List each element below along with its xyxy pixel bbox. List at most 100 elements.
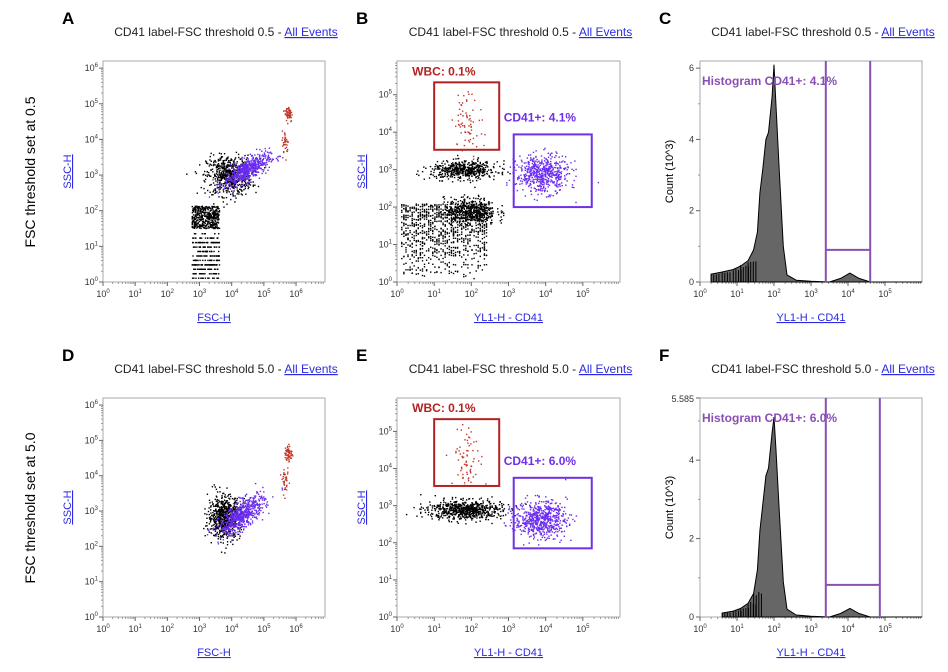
event-point xyxy=(215,246,218,248)
event-point xyxy=(288,113,291,115)
x-tick-label: 102 xyxy=(161,289,175,299)
event-point xyxy=(226,190,228,192)
tick-base: 10 xyxy=(85,170,95,180)
event-point xyxy=(547,178,550,180)
event-point xyxy=(520,159,523,161)
event-point xyxy=(466,212,468,214)
x-axis-label[interactable]: YL1-H - CD41 xyxy=(474,312,543,324)
event-point xyxy=(454,270,457,272)
x-tick-label: 104 xyxy=(225,289,239,299)
event-point xyxy=(549,167,551,170)
event-point xyxy=(206,222,209,224)
event-point xyxy=(486,217,488,219)
event-point xyxy=(452,255,455,257)
tick-base: 10 xyxy=(379,127,389,137)
event-point xyxy=(534,166,536,168)
event-point xyxy=(472,173,475,175)
event-point xyxy=(268,159,271,161)
all-events-link[interactable]: All Events xyxy=(284,362,337,376)
event-point xyxy=(419,205,422,208)
event-point xyxy=(478,214,481,216)
event-point xyxy=(223,176,225,178)
event-point xyxy=(240,175,243,177)
event-point xyxy=(474,200,476,203)
event-point xyxy=(565,173,568,176)
all-events-link[interactable]: All Events xyxy=(284,25,337,39)
event-point xyxy=(232,186,234,188)
event-point xyxy=(551,174,553,177)
event-point xyxy=(287,112,290,114)
event-point xyxy=(545,164,547,167)
event-point xyxy=(199,210,201,212)
event-point xyxy=(450,224,453,226)
event-point xyxy=(224,187,226,190)
event-point xyxy=(460,132,462,134)
event-point xyxy=(521,161,523,163)
event-point xyxy=(219,157,221,160)
event-point xyxy=(451,165,453,167)
event-point xyxy=(200,211,202,213)
event-point xyxy=(411,250,413,253)
event-point xyxy=(211,250,213,253)
event-point xyxy=(234,172,237,174)
event-point xyxy=(446,228,448,230)
event-point xyxy=(244,181,247,184)
event-point xyxy=(488,207,491,209)
gate-cd41-positive[interactable] xyxy=(512,133,593,209)
event-point xyxy=(423,263,426,265)
event-point xyxy=(283,132,286,134)
event-point xyxy=(469,272,471,274)
event-point xyxy=(262,155,264,157)
event-point xyxy=(236,175,239,177)
y-tick-label: 105 xyxy=(85,99,99,109)
event-point xyxy=(452,201,455,204)
event-point xyxy=(401,206,403,208)
event-point xyxy=(454,214,456,217)
event-point xyxy=(438,214,440,216)
y-axis-label[interactable]: SSC-H xyxy=(356,154,368,188)
event-point xyxy=(285,110,287,112)
panel-title: CD41 label-FSC threshold 5.0 - All Event… xyxy=(114,362,337,376)
event-point xyxy=(454,237,457,239)
event-point xyxy=(207,259,209,262)
gate-wbc[interactable] xyxy=(433,81,501,151)
y-axis-label[interactable]: SSC-H xyxy=(62,154,74,188)
event-point xyxy=(552,171,554,174)
event-point xyxy=(533,187,535,189)
event-point xyxy=(557,163,560,165)
event-point xyxy=(457,200,459,203)
event-point xyxy=(214,175,216,177)
event-point xyxy=(448,238,450,241)
event-point xyxy=(438,206,440,208)
event-point xyxy=(465,263,467,266)
event-point xyxy=(539,179,542,181)
event-point xyxy=(267,157,269,159)
event-point xyxy=(259,167,261,169)
event-point xyxy=(477,216,479,219)
event-point xyxy=(528,166,530,168)
event-point xyxy=(214,223,216,225)
event-point xyxy=(417,212,419,214)
event-point xyxy=(213,246,215,248)
all-events-link[interactable]: All Events xyxy=(579,25,632,39)
event-point xyxy=(486,162,488,164)
y-tick-label: 104 xyxy=(379,127,393,137)
event-point xyxy=(460,203,463,205)
x-axis-label[interactable]: FSC-H xyxy=(197,312,231,324)
event-point xyxy=(470,168,472,171)
event-point xyxy=(213,218,215,220)
event-point xyxy=(484,210,486,212)
event-point xyxy=(552,169,554,171)
event-point xyxy=(497,208,499,210)
event-point xyxy=(196,264,198,266)
event-point xyxy=(212,191,214,193)
all-events-link[interactable]: All Events xyxy=(881,25,934,39)
event-point xyxy=(540,155,543,157)
event-point xyxy=(565,184,567,186)
x-axis-label[interactable]: YL1-H - CD41 xyxy=(776,312,845,324)
event-point xyxy=(534,164,536,167)
event-point xyxy=(415,230,417,233)
event-point xyxy=(471,258,473,260)
event-point xyxy=(417,232,419,235)
event-point xyxy=(207,221,209,223)
